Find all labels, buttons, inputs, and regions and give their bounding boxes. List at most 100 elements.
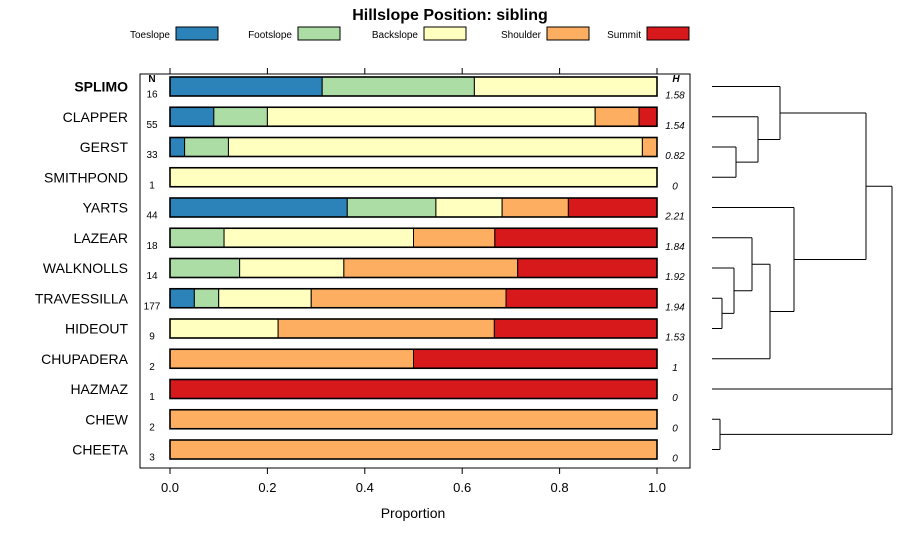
bar-outline bbox=[169, 136, 658, 158]
bar-segment bbox=[218, 288, 312, 309]
bar-segment bbox=[501, 197, 569, 218]
x-axis-label: Proportion bbox=[381, 505, 446, 521]
bar-segment bbox=[493, 318, 658, 339]
bar-segment bbox=[169, 318, 279, 339]
legend-label: Toeslope bbox=[130, 30, 170, 41]
row-label: CHEETA bbox=[72, 442, 128, 458]
bar-segment bbox=[594, 106, 640, 127]
bar-segment bbox=[169, 409, 658, 430]
n-value: 9 bbox=[149, 332, 155, 343]
bar-segment bbox=[277, 318, 495, 339]
bar-segment bbox=[169, 227, 225, 248]
bar-segment bbox=[227, 137, 643, 157]
x-tick-label: 0.0 bbox=[161, 480, 179, 495]
row-label: SMITHPOND bbox=[44, 169, 128, 185]
row-label: HIDEOUT bbox=[65, 321, 128, 337]
column-headers: N H bbox=[148, 74, 680, 85]
bar-segment bbox=[169, 137, 186, 157]
bar-segment bbox=[169, 167, 658, 188]
row-label: LAZEAR bbox=[74, 230, 128, 246]
bar-outline bbox=[169, 106, 658, 128]
n-header: N bbox=[148, 74, 155, 85]
legend-swatch bbox=[175, 26, 219, 41]
bar-outline bbox=[169, 378, 658, 400]
x-tick-label: 0.6 bbox=[453, 480, 471, 495]
bar-segment bbox=[321, 76, 475, 97]
bar-outline bbox=[169, 257, 658, 279]
bar-segment bbox=[567, 197, 658, 218]
row-label: CLAPPER bbox=[63, 109, 128, 125]
legend-swatch bbox=[297, 26, 341, 41]
bar-outline bbox=[169, 439, 658, 460]
n-value: 16 bbox=[146, 90, 158, 101]
row-label: TRAVESSILLA bbox=[35, 290, 129, 306]
h-value: 1 bbox=[672, 363, 678, 374]
bar-outline bbox=[169, 408, 658, 430]
bar-segment bbox=[310, 288, 507, 309]
bar-segment bbox=[435, 197, 503, 218]
bar-outline bbox=[169, 318, 658, 339]
bar-segment bbox=[169, 258, 241, 278]
n-value: 44 bbox=[146, 211, 158, 222]
n-value: 2 bbox=[149, 362, 155, 373]
bar-segment bbox=[473, 76, 658, 97]
legend-label: Backslope bbox=[372, 30, 419, 41]
bar-segment bbox=[169, 348, 414, 369]
row-label: WALKNOLLS bbox=[43, 260, 128, 276]
row-label: CHUPADERA bbox=[41, 351, 129, 367]
bar-segment bbox=[239, 258, 345, 278]
n-value: 1 bbox=[149, 392, 155, 403]
bar-segment bbox=[494, 227, 658, 248]
n-value: 18 bbox=[146, 241, 158, 252]
bar-segment bbox=[223, 227, 414, 248]
row-label: HAZMAZ bbox=[70, 381, 128, 397]
bar-outline bbox=[169, 197, 658, 218]
legend-label: Shoulder bbox=[501, 30, 542, 41]
x-axis: 0.0 0.2 0.4 0.6 0.8 1.0 bbox=[161, 68, 666, 495]
bar-segment bbox=[517, 258, 658, 278]
h-value: 1.58 bbox=[665, 91, 685, 102]
bar-segment bbox=[413, 348, 658, 369]
bar-segment bbox=[184, 137, 229, 157]
bar-segment bbox=[638, 106, 658, 127]
n-value: 14 bbox=[146, 271, 158, 282]
bar-rows: SPLIMO 16 1.58 CLAPPER 55 1.54 GERST 33 0.82 SMIT… bbox=[35, 76, 685, 465]
row-label: YARTS bbox=[83, 200, 128, 216]
bar-segment bbox=[641, 137, 658, 157]
bar-segment bbox=[213, 106, 268, 127]
h-value: 2.21 bbox=[664, 212, 684, 223]
h-value: 0 bbox=[672, 181, 678, 192]
x-tick-label: 0.8 bbox=[551, 480, 569, 495]
h-value: 1.94 bbox=[665, 302, 685, 313]
bar-segment bbox=[505, 288, 658, 309]
dendrogram bbox=[712, 86, 893, 450]
row-label: CHEW bbox=[85, 411, 129, 427]
legend-swatch bbox=[423, 26, 467, 41]
n-value: 55 bbox=[146, 120, 158, 131]
n-value: 2 bbox=[149, 422, 155, 433]
x-tick-label: 1.0 bbox=[648, 480, 666, 495]
bar-segment bbox=[346, 197, 437, 218]
x-tick-label: 0.2 bbox=[258, 480, 276, 495]
h-value: 0.82 bbox=[665, 151, 685, 162]
chart-title: Hillslope Position: sibling bbox=[352, 7, 548, 24]
h-value: 0 bbox=[672, 393, 678, 404]
h-value: 1.84 bbox=[665, 242, 685, 253]
bar-segment bbox=[169, 106, 215, 127]
bar-outline bbox=[169, 166, 658, 188]
h-value: 1.53 bbox=[665, 333, 685, 344]
h-value: 0 bbox=[672, 423, 678, 434]
h-value: 1.92 bbox=[665, 272, 685, 283]
bar-outline bbox=[169, 348, 658, 370]
n-value: 3 bbox=[149, 453, 155, 464]
legend-swatch bbox=[546, 26, 590, 41]
row-label: GERST bbox=[80, 139, 129, 155]
legend-label: Summit bbox=[607, 30, 641, 41]
bar-segment bbox=[343, 258, 519, 278]
legend-label: Footslope bbox=[248, 30, 292, 41]
h-value: 1.54 bbox=[665, 121, 685, 132]
bar-outline bbox=[169, 287, 658, 309]
bar-segment bbox=[413, 227, 496, 248]
bar-segment bbox=[169, 439, 658, 460]
